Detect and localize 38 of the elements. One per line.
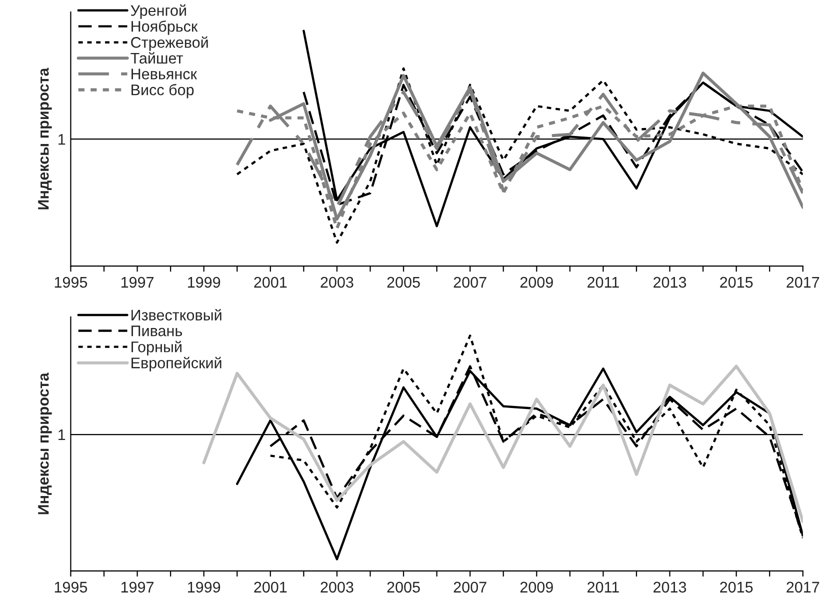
x-tick-label: 2001 <box>254 276 287 288</box>
legend-label: Пивань <box>132 326 182 336</box>
x-tick-label: 2011 <box>588 582 619 593</box>
x-tick-label: 1997 <box>121 276 154 288</box>
x-tick-label: 1995 <box>54 276 88 288</box>
legend-label: Уренгой <box>130 4 186 19</box>
legend-label: Невьянск <box>132 68 198 80</box>
y-axis-title: Индексы прироста <box>38 68 52 210</box>
legend-label: Висс бор <box>132 84 194 98</box>
ref-line-label: 1 <box>58 134 66 145</box>
x-tick-label: 2003 <box>320 582 354 593</box>
legend-label: Известковый <box>132 309 222 321</box>
x-tick-label: 1999 <box>188 582 220 593</box>
x-tick-label: 2017 <box>786 582 820 593</box>
y-axis-title: Индексы прироста <box>38 372 52 514</box>
x-tick-label: 2009 <box>520 276 553 288</box>
x-tick-label: 2015 <box>720 582 753 593</box>
x-tick-label: 2005 <box>387 276 420 288</box>
x-tick-label: 2011 <box>588 276 619 288</box>
x-tick-label: 2005 <box>387 582 420 593</box>
x-tick-label: 2013 <box>654 582 686 593</box>
legend-label: Стрежевой <box>131 36 208 51</box>
legend-label: Горный <box>132 340 182 356</box>
legend-label: Европейский <box>132 356 222 372</box>
x-tick-label: 2003 <box>320 276 354 288</box>
ref-line-label: 1 <box>58 430 66 440</box>
x-tick-label: 2013 <box>654 276 686 288</box>
x-tick-label: 1995 <box>54 582 88 593</box>
x-tick-label: 2009 <box>520 582 553 593</box>
x-tick-label: 2015 <box>720 276 753 288</box>
x-tick-label: 1997 <box>121 582 154 593</box>
x-tick-label: 1999 <box>188 276 220 288</box>
legend-label: Ноябрьск <box>132 20 198 35</box>
x-tick-label: 2007 <box>454 582 486 593</box>
legend-label: Тайшет <box>130 52 183 64</box>
x-tick-label: 2017 <box>786 276 820 288</box>
x-tick-label: 2007 <box>454 276 486 288</box>
x-tick-label: 2001 <box>254 582 287 593</box>
